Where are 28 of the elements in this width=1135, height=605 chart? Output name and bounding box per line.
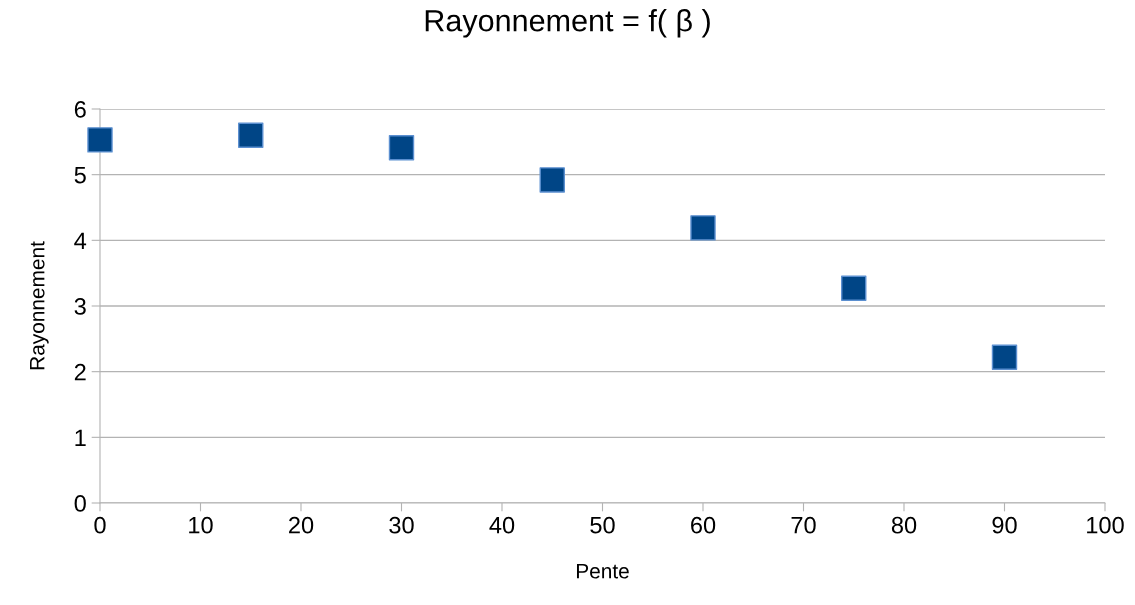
point <box>238 122 264 148</box>
point <box>539 167 565 193</box>
x-tick-label: 30 <box>389 516 414 534</box>
y-axis-title: Rayonnement <box>30 241 49 370</box>
y-tick-label: 0 <box>74 495 86 512</box>
x-tick-label: 90 <box>992 516 1017 534</box>
point <box>388 135 415 161</box>
chart-title: Rayonnement = f( β ) <box>425 9 710 38</box>
point <box>841 275 867 301</box>
x-tick-label: 60 <box>691 516 716 534</box>
y-tick-label: 1 <box>75 429 86 446</box>
y-tick-label: 3 <box>74 298 86 315</box>
x-tick-label: 70 <box>791 516 816 534</box>
x-tick-label: 50 <box>590 516 615 534</box>
x-tick-label: 100 <box>1087 516 1124 534</box>
x-tick-label: 40 <box>489 516 515 534</box>
y-tick-label: 5 <box>74 166 86 184</box>
x-tick-label: 0 <box>94 516 106 534</box>
y-tick-label: 6 <box>74 101 86 118</box>
x-tick-label: 20 <box>289 516 314 534</box>
x-tick-label: 10 <box>189 516 213 534</box>
y-tick-label: 2 <box>74 363 86 381</box>
x-axis-title: Pente <box>576 563 629 579</box>
point <box>991 344 1018 370</box>
x-tick-label: 80 <box>891 516 917 534</box>
point <box>87 127 113 153</box>
y-tick-label: 4 <box>74 232 87 249</box>
point <box>690 215 716 241</box>
